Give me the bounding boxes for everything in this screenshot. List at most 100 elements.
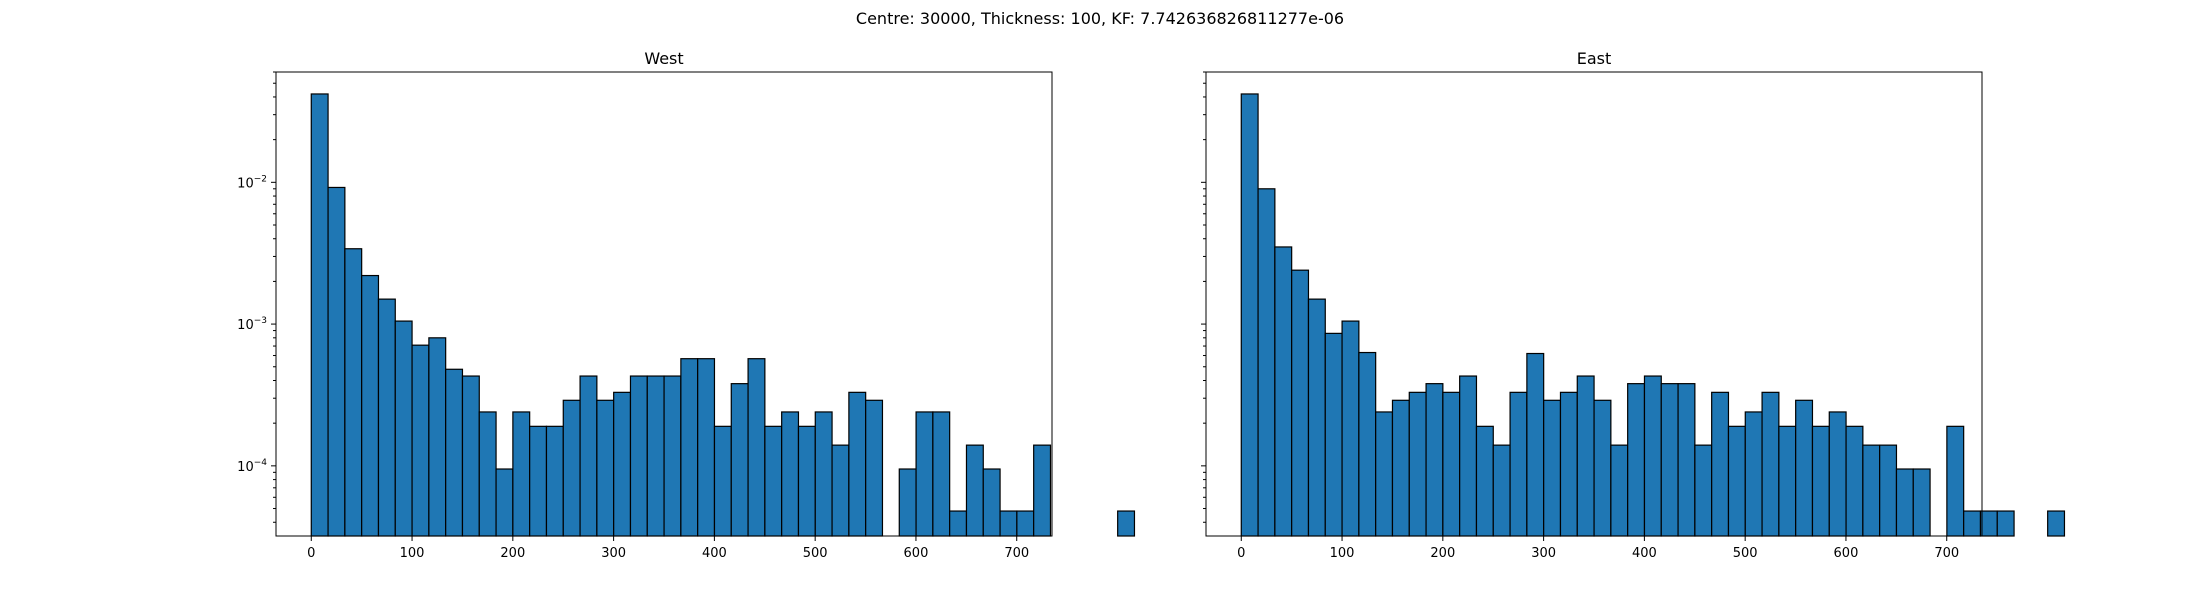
y-tick-base: 10 — [237, 176, 254, 191]
west-bar — [1016, 510, 1035, 537]
west-bar — [361, 274, 380, 537]
west-y-tick-label: 10−2 — [237, 174, 267, 191]
east-y-ticks — [1201, 71, 1206, 523]
west-bars — [310, 93, 1136, 537]
west-bar — [697, 358, 716, 537]
east-bar — [1677, 383, 1696, 537]
west-bar — [865, 399, 884, 537]
west-x-tick-label: 500 — [803, 546, 828, 561]
west-bar — [512, 411, 531, 537]
east-x-tick-label: 100 — [1330, 546, 1355, 561]
east-x-tick-label: 600 — [1834, 546, 1859, 561]
west-bar — [562, 399, 581, 537]
east-bar — [1879, 444, 1898, 537]
east-bar — [1307, 298, 1326, 537]
east-bar — [1391, 399, 1410, 537]
east-bar — [1274, 246, 1293, 537]
west-x-ticks: 0 100 200 300 400 500 600 700 — [307, 536, 1029, 561]
east-bar — [1643, 375, 1662, 537]
east-bar — [1341, 320, 1360, 537]
west-bar — [596, 399, 615, 537]
east-bar — [1744, 411, 1763, 537]
west-bar — [982, 468, 1001, 537]
east-bar — [1862, 444, 1881, 537]
east-bar — [1912, 468, 1931, 537]
east-bar — [1963, 510, 1982, 537]
west-x-tick-label: 100 — [400, 546, 425, 561]
west-bar — [781, 411, 800, 537]
east-x-ticks: 0 100 200 300 400 500 600 700 — [1237, 536, 1959, 561]
west-bar — [747, 358, 766, 537]
east-bar — [1660, 383, 1679, 537]
west-bar — [545, 425, 564, 537]
west-histogram-axes: West 0 100 200 300 400 500 600 700 10−410−310−2 — [237, 49, 1136, 561]
west-bar — [310, 93, 329, 537]
west-bar — [713, 425, 732, 537]
west-bar — [327, 186, 346, 537]
east-bar — [1543, 399, 1562, 537]
west-bar — [478, 411, 497, 537]
west-bar — [949, 510, 968, 537]
east-bar — [1811, 425, 1830, 537]
east-bar — [1324, 332, 1343, 537]
west-bar — [629, 375, 648, 537]
west-bar — [764, 425, 783, 537]
east-bar — [1627, 383, 1646, 537]
west-x-tick-label: 400 — [702, 546, 727, 561]
east-bar — [1845, 425, 1864, 537]
west-x-tick-label: 600 — [904, 546, 929, 561]
east-bar — [1778, 425, 1797, 537]
west-bar — [965, 444, 984, 537]
east-bar — [1979, 510, 1998, 537]
west-x-tick-label: 700 — [1004, 546, 1029, 561]
west-bar — [613, 391, 632, 537]
west-bar — [999, 510, 1018, 537]
west-axes-title: West — [644, 49, 683, 68]
east-bar — [1459, 375, 1478, 537]
west-bar — [680, 358, 699, 537]
east-bar — [1727, 425, 1746, 537]
east-bars — [1240, 93, 2066, 537]
east-bar — [1425, 383, 1444, 537]
east-bar — [1996, 510, 2015, 537]
west-bar — [428, 337, 447, 537]
east-axes-title: East — [1577, 49, 1612, 68]
east-axes-frame — [1205, 71, 1983, 537]
east-bar — [1475, 425, 1494, 537]
east-histogram-axes: East 0 100 200 300 400 500 600 700 — [1201, 49, 2066, 561]
east-bar — [1761, 391, 1780, 537]
west-y-ticks: 10−410−310−2 — [237, 71, 276, 523]
east-bar — [1291, 269, 1310, 537]
east-x-tick-label: 300 — [1531, 546, 1556, 561]
east-x-tick-label: 500 — [1733, 546, 1758, 561]
east-bar — [1442, 391, 1461, 537]
west-bar — [344, 248, 363, 537]
east-bar — [2047, 510, 2066, 537]
y-tick-base: 10 — [237, 460, 254, 475]
west-x-tick-label: 200 — [500, 546, 525, 561]
east-bar — [1610, 444, 1629, 537]
west-bar — [831, 444, 850, 537]
east-bar — [1408, 391, 1427, 537]
east-x-tick-label: 200 — [1430, 546, 1455, 561]
west-bar — [461, 375, 480, 537]
west-bar — [848, 391, 867, 537]
east-bar — [1946, 425, 1965, 537]
west-bar — [663, 375, 682, 537]
east-bar — [1358, 351, 1377, 537]
east-bar — [1509, 391, 1528, 537]
east-bar — [1559, 391, 1578, 537]
east-bar — [1576, 375, 1595, 537]
y-tick-exponent: −4 — [254, 458, 268, 468]
east-x-tick-label: 700 — [1934, 546, 1959, 561]
east-bar — [1795, 399, 1814, 537]
west-y-tick-label: 10−4 — [237, 458, 267, 475]
west-bar — [579, 375, 598, 537]
west-bar — [529, 425, 548, 537]
west-bar — [377, 298, 396, 537]
east-x-tick-label: 0 — [1237, 546, 1245, 561]
west-bar — [797, 425, 816, 537]
west-x-tick-label: 300 — [601, 546, 626, 561]
figure-suptitle: Centre: 30000, Thickness: 100, KF: 7.742… — [856, 9, 1344, 28]
west-bar — [915, 411, 934, 537]
